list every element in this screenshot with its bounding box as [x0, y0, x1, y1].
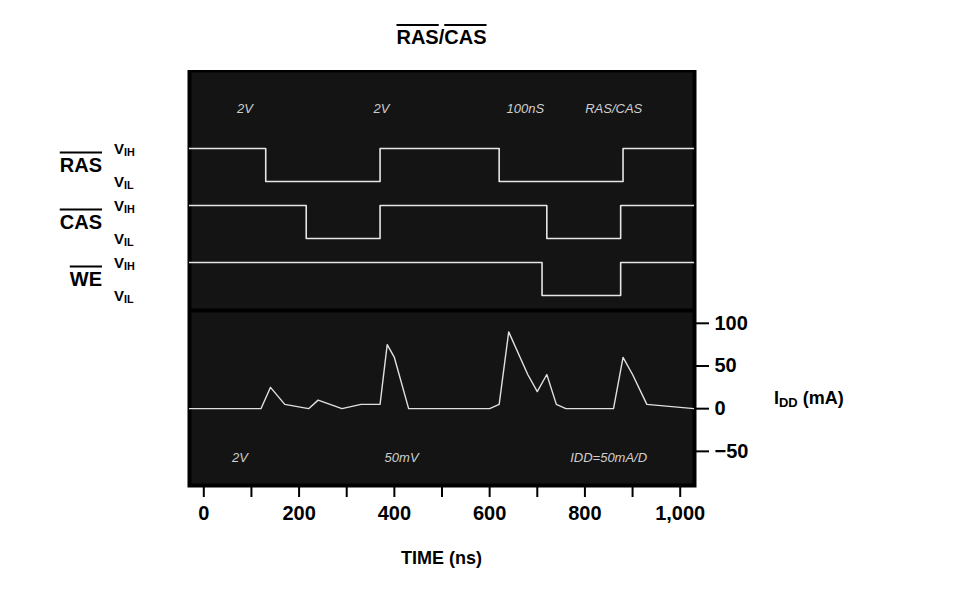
- svg-text:0: 0: [198, 502, 209, 524]
- svg-text:100: 100: [715, 312, 748, 334]
- html-text:CAS: CAS: [59, 210, 102, 232]
- html-text:VIL: VIL: [114, 172, 134, 192]
- svg-text:800: 800: [568, 502, 601, 524]
- svg-text:50: 50: [715, 354, 737, 376]
- svg-text:IDD=50mA/D: IDD=50mA/D: [570, 450, 647, 465]
- svg-text:−50: −50: [715, 440, 749, 462]
- html-text:TIME (ns): TIME (ns): [401, 548, 482, 568]
- html-text:VIL: VIL: [114, 286, 134, 306]
- svg-text:200: 200: [282, 502, 315, 524]
- html-text:IDD(mA): IDD(mA): [774, 387, 844, 410]
- svg-text:2V: 2V: [236, 101, 254, 116]
- html-text:RAS / CAS: RAS / CAS: [396, 26, 487, 48]
- svg-text:0: 0: [715, 397, 726, 419]
- svg-text:1,000: 1,000: [655, 502, 705, 524]
- html-text:RAS: RAS: [59, 153, 102, 175]
- html-text:VIH: VIH: [114, 196, 135, 216]
- html-text:VIH: VIH: [114, 253, 135, 273]
- svg-text:600: 600: [473, 502, 506, 524]
- svg-text:400: 400: [378, 502, 411, 524]
- svg-text:100nS: 100nS: [507, 101, 545, 116]
- html-text:WE: WE: [69, 267, 102, 289]
- svg-text:2V: 2V: [372, 101, 390, 116]
- svg-text:RAS/CAS: RAS/CAS: [585, 101, 642, 116]
- html-text:VIL: VIL: [114, 229, 134, 249]
- html-text:VIH: VIH: [114, 139, 135, 159]
- svg-text:50mV: 50mV: [385, 450, 420, 465]
- svg-text:2V: 2V: [231, 450, 249, 465]
